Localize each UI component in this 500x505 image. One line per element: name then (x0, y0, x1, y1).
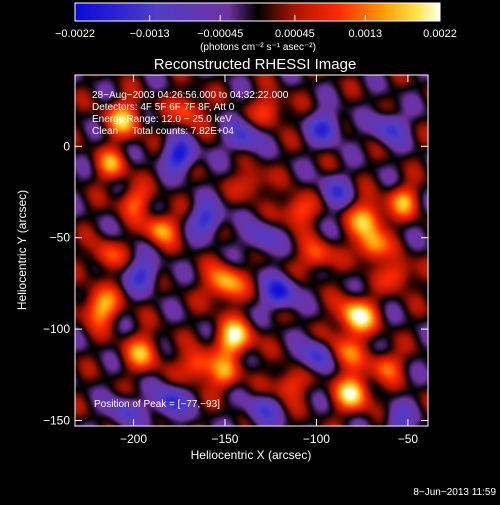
x-tick-label: −50 (398, 432, 419, 446)
chart-title: Reconstructed RHESSI Image (154, 56, 357, 73)
heatmap-image (75, 75, 428, 426)
x-tick-label: −200 (120, 432, 147, 446)
y-tick-label: −100 (43, 322, 70, 336)
footer-timestamp: 8−Jun−2013 11:59 (413, 487, 496, 498)
colorbar-tick-label: 0.0013 (349, 28, 383, 40)
y-tick-label: −50 (50, 231, 71, 245)
colorbar-tick-label: 0.0022 (423, 28, 457, 40)
x-tick-label: −150 (211, 432, 238, 446)
x-axis-label: Heliocentric X (arcsec) (191, 448, 312, 462)
annotation-method-counts: Clean Total counts: 7.82E+04 (92, 126, 234, 137)
y-tick-label: −150 (43, 414, 70, 428)
y-tick-label: 0 (63, 139, 70, 153)
annotation-detectors: Detectors: 4F 5F 6F 7F 8F, Att 0 (92, 102, 235, 113)
annotation-time-range: 28−Aug−2003 04:26:56.000 to 04:32:22.000 (92, 90, 289, 101)
colorbar-frame (74, 2, 441, 22)
colorbar: −0.0022 −0.0013 −0.00045 0.00045 0.0013 0.002… (55, 2, 457, 53)
colorbar-tick-label: −0.0013 (130, 28, 170, 40)
colorbar-tick-label: −0.0022 (55, 28, 95, 40)
x-tick-label: −100 (303, 432, 330, 446)
annotation-energy-range: Energy Range: 12.0 − 25.0 keV (92, 114, 232, 125)
x-axis-ticks: −200 −150 −100 −50 (120, 75, 418, 446)
y-axis-label: Heliocentric Y (arcsec) (15, 190, 29, 310)
annotation-block: 28−Aug−2003 04:26:56.000 to 04:32:22.000… (92, 90, 289, 410)
colorbar-unit-label: (photons cm⁻² s⁻¹ asec⁻²) (200, 42, 316, 53)
colorbar-gradient (75, 3, 440, 21)
plot-frame (74, 74, 429, 427)
plot-axes: −200 −150 −100 −50 0 −50 −100 −150 (43, 74, 429, 446)
image-area (75, 75, 428, 426)
y-axis-ticks: 0 −50 −100 −150 (43, 139, 428, 428)
annotation-peak-position: Position of Peak = [−77,−93] (94, 399, 220, 410)
colorbar-ticks: −0.0022 −0.0013 −0.00045 0.00045 0.0013 0.002… (55, 15, 457, 40)
colorbar-tick-label: 0.00045 (275, 28, 315, 40)
colorbar-tick-label: −0.00045 (197, 28, 243, 40)
